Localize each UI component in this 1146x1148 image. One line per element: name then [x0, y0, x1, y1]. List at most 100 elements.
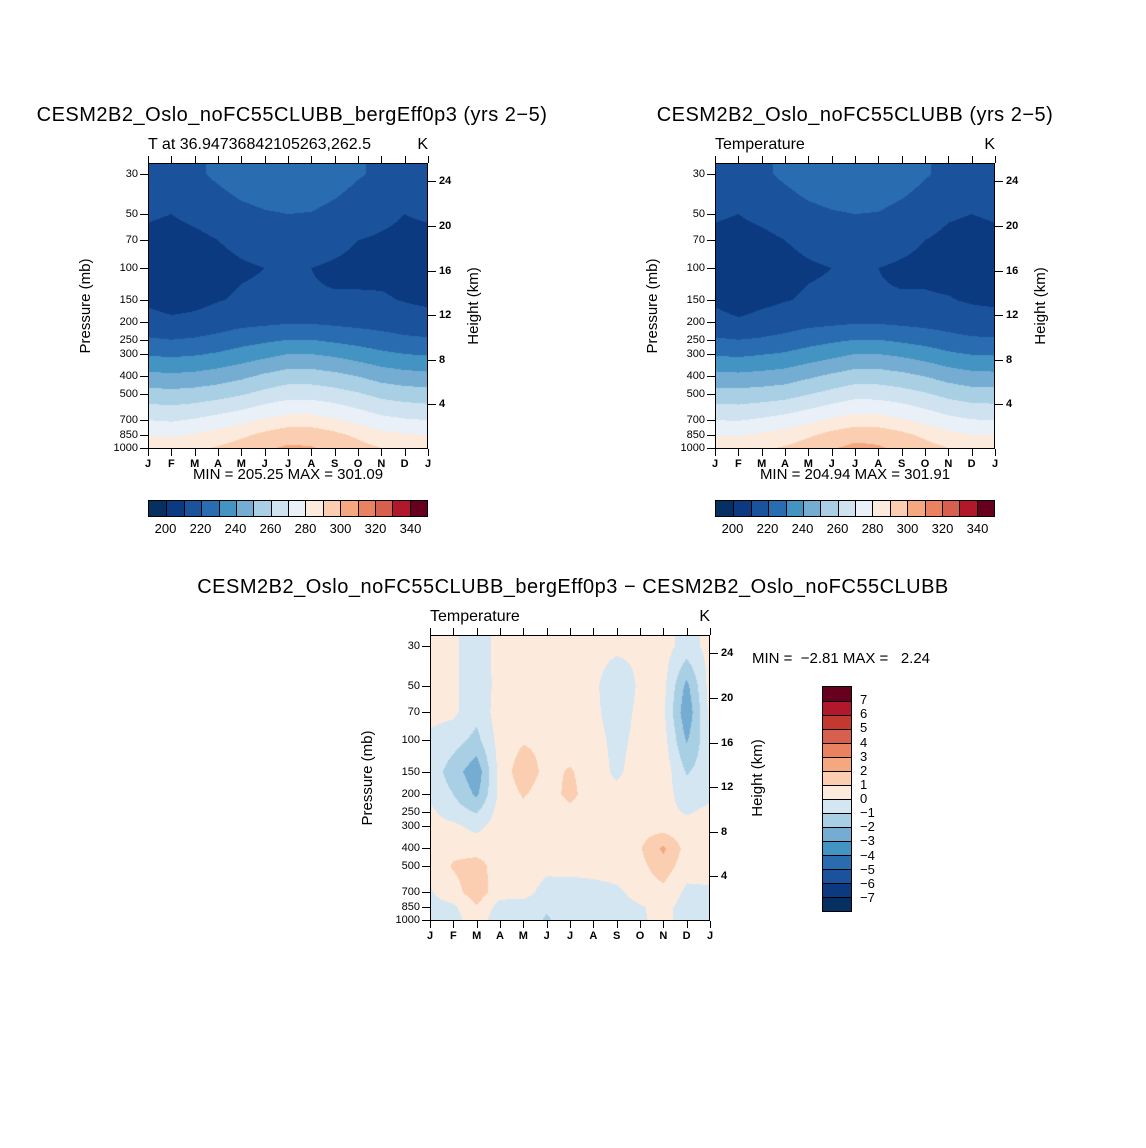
colorbar-label: 3	[860, 748, 868, 764]
panel-subtitle: T at 36.94736842105263,262.5	[148, 136, 372, 153]
pressure-tick-label: 200	[119, 316, 138, 329]
month-tick-top	[808, 156, 810, 163]
month-tick-top	[311, 156, 313, 163]
height-tick	[428, 359, 436, 361]
month-tick-label: A	[496, 930, 504, 942]
pressure-tick	[140, 322, 148, 324]
month-tick-bottom	[381, 449, 383, 456]
month-tick-bottom	[738, 449, 740, 456]
pressure-tick	[707, 420, 715, 422]
unit-label: K	[417, 136, 428, 153]
colorbar-segment	[959, 501, 977, 516]
month-tick-top	[148, 156, 149, 163]
colorbar-segment	[305, 501, 323, 516]
month-tick-top	[616, 628, 618, 635]
pressure-tick	[422, 794, 430, 796]
pressure-tick-label: 150	[119, 293, 138, 306]
pressure-tick-label: 30	[125, 168, 138, 181]
colorbar-label: 240	[791, 521, 814, 536]
height-tick-label: 12	[721, 781, 734, 794]
pressure-tick-label: 500	[686, 387, 705, 400]
colorbar-label: 220	[189, 521, 212, 536]
colorbar-segment	[823, 883, 851, 897]
pressure-tick	[707, 376, 715, 378]
colorbar-segment	[218, 501, 236, 516]
height-tick	[710, 876, 718, 878]
month-tick-bottom	[878, 449, 880, 456]
month-tick-top	[663, 628, 665, 635]
pressure-tick	[422, 907, 430, 909]
height-tick	[995, 181, 1003, 183]
pressure-tick	[707, 240, 715, 242]
pressure-tick-label: 300	[401, 819, 420, 832]
colorbar-segment	[716, 501, 734, 516]
height-tick-label: 4	[721, 870, 728, 883]
pressure-tick-label: 250	[686, 333, 705, 346]
colorbar-label: 200	[154, 521, 177, 536]
month-tick-label: N	[944, 458, 953, 470]
month-tick-label: M	[236, 458, 246, 470]
colorbar-segment	[823, 841, 851, 855]
month-tick-bottom	[710, 921, 711, 928]
colorbar-label: 200	[721, 521, 744, 536]
colorbar-label: 0	[860, 791, 868, 806]
pressure-tick-label: 700	[119, 414, 138, 427]
month-tick-label: N	[377, 458, 386, 470]
panel-title: CESM2B2_Oslo_noFC55CLUBB_bergEff0p3 − CE…	[197, 576, 949, 598]
colorbar-label: −4	[860, 847, 875, 863]
pressure-tick	[140, 214, 148, 216]
height-tick-label: 8	[1006, 353, 1013, 366]
colorbar-segment	[823, 729, 851, 743]
month-tick-label: N	[659, 930, 668, 942]
pressure-tick-label: 400	[686, 370, 705, 383]
height-tick-label: 12	[439, 309, 452, 322]
height-tick	[710, 787, 718, 789]
height-tick	[995, 270, 1003, 272]
colorbar-label: 1	[860, 776, 868, 792]
pressure-tick-label: 300	[686, 347, 705, 360]
minmax-label: MIN = 204.94 MAX = 301.91	[759, 466, 951, 483]
pressure-tick-label: 70	[125, 234, 138, 247]
month-tick-label: O	[920, 458, 930, 470]
month-tick-bottom	[453, 921, 455, 928]
minmax-label: MIN = −2.81 MAX = 2.24	[752, 650, 931, 667]
colorbar-label: 240	[224, 521, 247, 536]
month-tick-bottom	[500, 921, 501, 928]
colorbar-segment	[823, 771, 851, 785]
month-tick-top	[453, 628, 455, 635]
pressure-tick	[422, 646, 430, 648]
colorbar	[148, 500, 428, 517]
pressure-tick-label: 250	[119, 333, 138, 346]
colorbar-segment	[183, 501, 202, 516]
month-tick-label: A	[589, 930, 598, 942]
month-tick-label: A	[874, 458, 883, 470]
colorbar-segment	[823, 743, 851, 757]
month-tick-bottom	[640, 921, 641, 928]
pressure-tick	[140, 268, 148, 270]
pressure-tick-label: 100	[401, 734, 420, 747]
colorbar-segment	[823, 897, 851, 911]
month-tick-bottom	[523, 921, 525, 928]
month-tick-top	[761, 156, 763, 163]
height-tick-label: 16	[1006, 264, 1019, 277]
month-tick-top	[171, 156, 173, 163]
height-tick	[428, 225, 436, 227]
month-tick-label: D	[400, 458, 409, 470]
colorbar-label: −1	[860, 805, 875, 821]
height-tick	[428, 404, 436, 406]
height-tick-label: 20	[1006, 219, 1019, 232]
colorbar-label: 6	[860, 706, 868, 722]
pressure-tick	[422, 825, 430, 827]
minmax-label: MIN = 205.25 MAX = 301.09	[192, 466, 384, 483]
height-tick	[428, 270, 436, 272]
pressure-tick	[422, 848, 430, 850]
pressure-tick-label: 100	[686, 262, 705, 275]
month-tick-top	[288, 156, 289, 163]
height-tick-label: 24	[721, 647, 734, 660]
month-tick-bottom	[334, 449, 336, 456]
month-tick-top	[218, 156, 219, 163]
height-tick-label: 8	[439, 353, 446, 366]
month-tick-top	[264, 156, 266, 163]
colorbar-segment	[149, 501, 167, 516]
